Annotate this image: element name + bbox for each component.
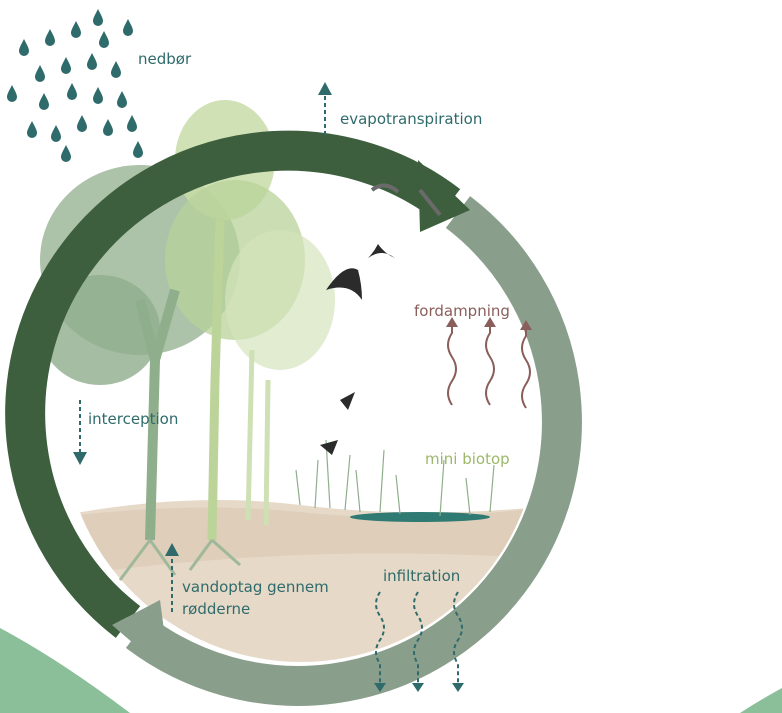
pond bbox=[350, 512, 490, 522]
raindrop bbox=[35, 65, 45, 82]
tree-crown bbox=[225, 230, 335, 370]
raindrop bbox=[7, 85, 17, 102]
raindrop bbox=[93, 9, 103, 26]
label-interception: interception bbox=[88, 410, 178, 428]
water-cycle-diagram: nedbør evapotranspiration fordampning in… bbox=[0, 0, 782, 713]
raindrop bbox=[67, 83, 77, 100]
raindrop bbox=[51, 125, 61, 142]
raindrop bbox=[39, 93, 49, 110]
raindrop bbox=[27, 121, 37, 138]
raindrop bbox=[111, 61, 121, 78]
raindrop bbox=[87, 53, 97, 70]
raindrop bbox=[19, 39, 29, 56]
label-precipitation: nedbør bbox=[138, 50, 192, 68]
background-swoosh bbox=[740, 688, 782, 713]
raindrop bbox=[77, 115, 87, 132]
label-root-uptake: rødderne bbox=[182, 600, 250, 618]
raindrop bbox=[103, 119, 113, 136]
label-mini-biotope: mini biotop bbox=[425, 450, 510, 468]
raindrop bbox=[71, 21, 81, 38]
raindrop bbox=[127, 115, 137, 132]
label-infiltration: infiltration bbox=[383, 567, 460, 585]
raindrop bbox=[45, 29, 55, 46]
raindrop bbox=[61, 57, 71, 74]
raindrop bbox=[123, 19, 133, 36]
label-root-uptake: vandoptag gennem bbox=[182, 578, 329, 596]
raindrop bbox=[61, 145, 71, 162]
background-swoosh bbox=[0, 628, 130, 713]
arrowhead bbox=[318, 82, 332, 95]
raindrop bbox=[133, 141, 143, 158]
raindrops bbox=[7, 9, 143, 162]
label-evaporation: fordampning bbox=[414, 302, 510, 320]
raindrop bbox=[117, 91, 127, 108]
raindrop bbox=[99, 31, 109, 48]
raindrop bbox=[93, 87, 103, 104]
label-evapotranspiration: evapotranspiration bbox=[340, 110, 482, 128]
